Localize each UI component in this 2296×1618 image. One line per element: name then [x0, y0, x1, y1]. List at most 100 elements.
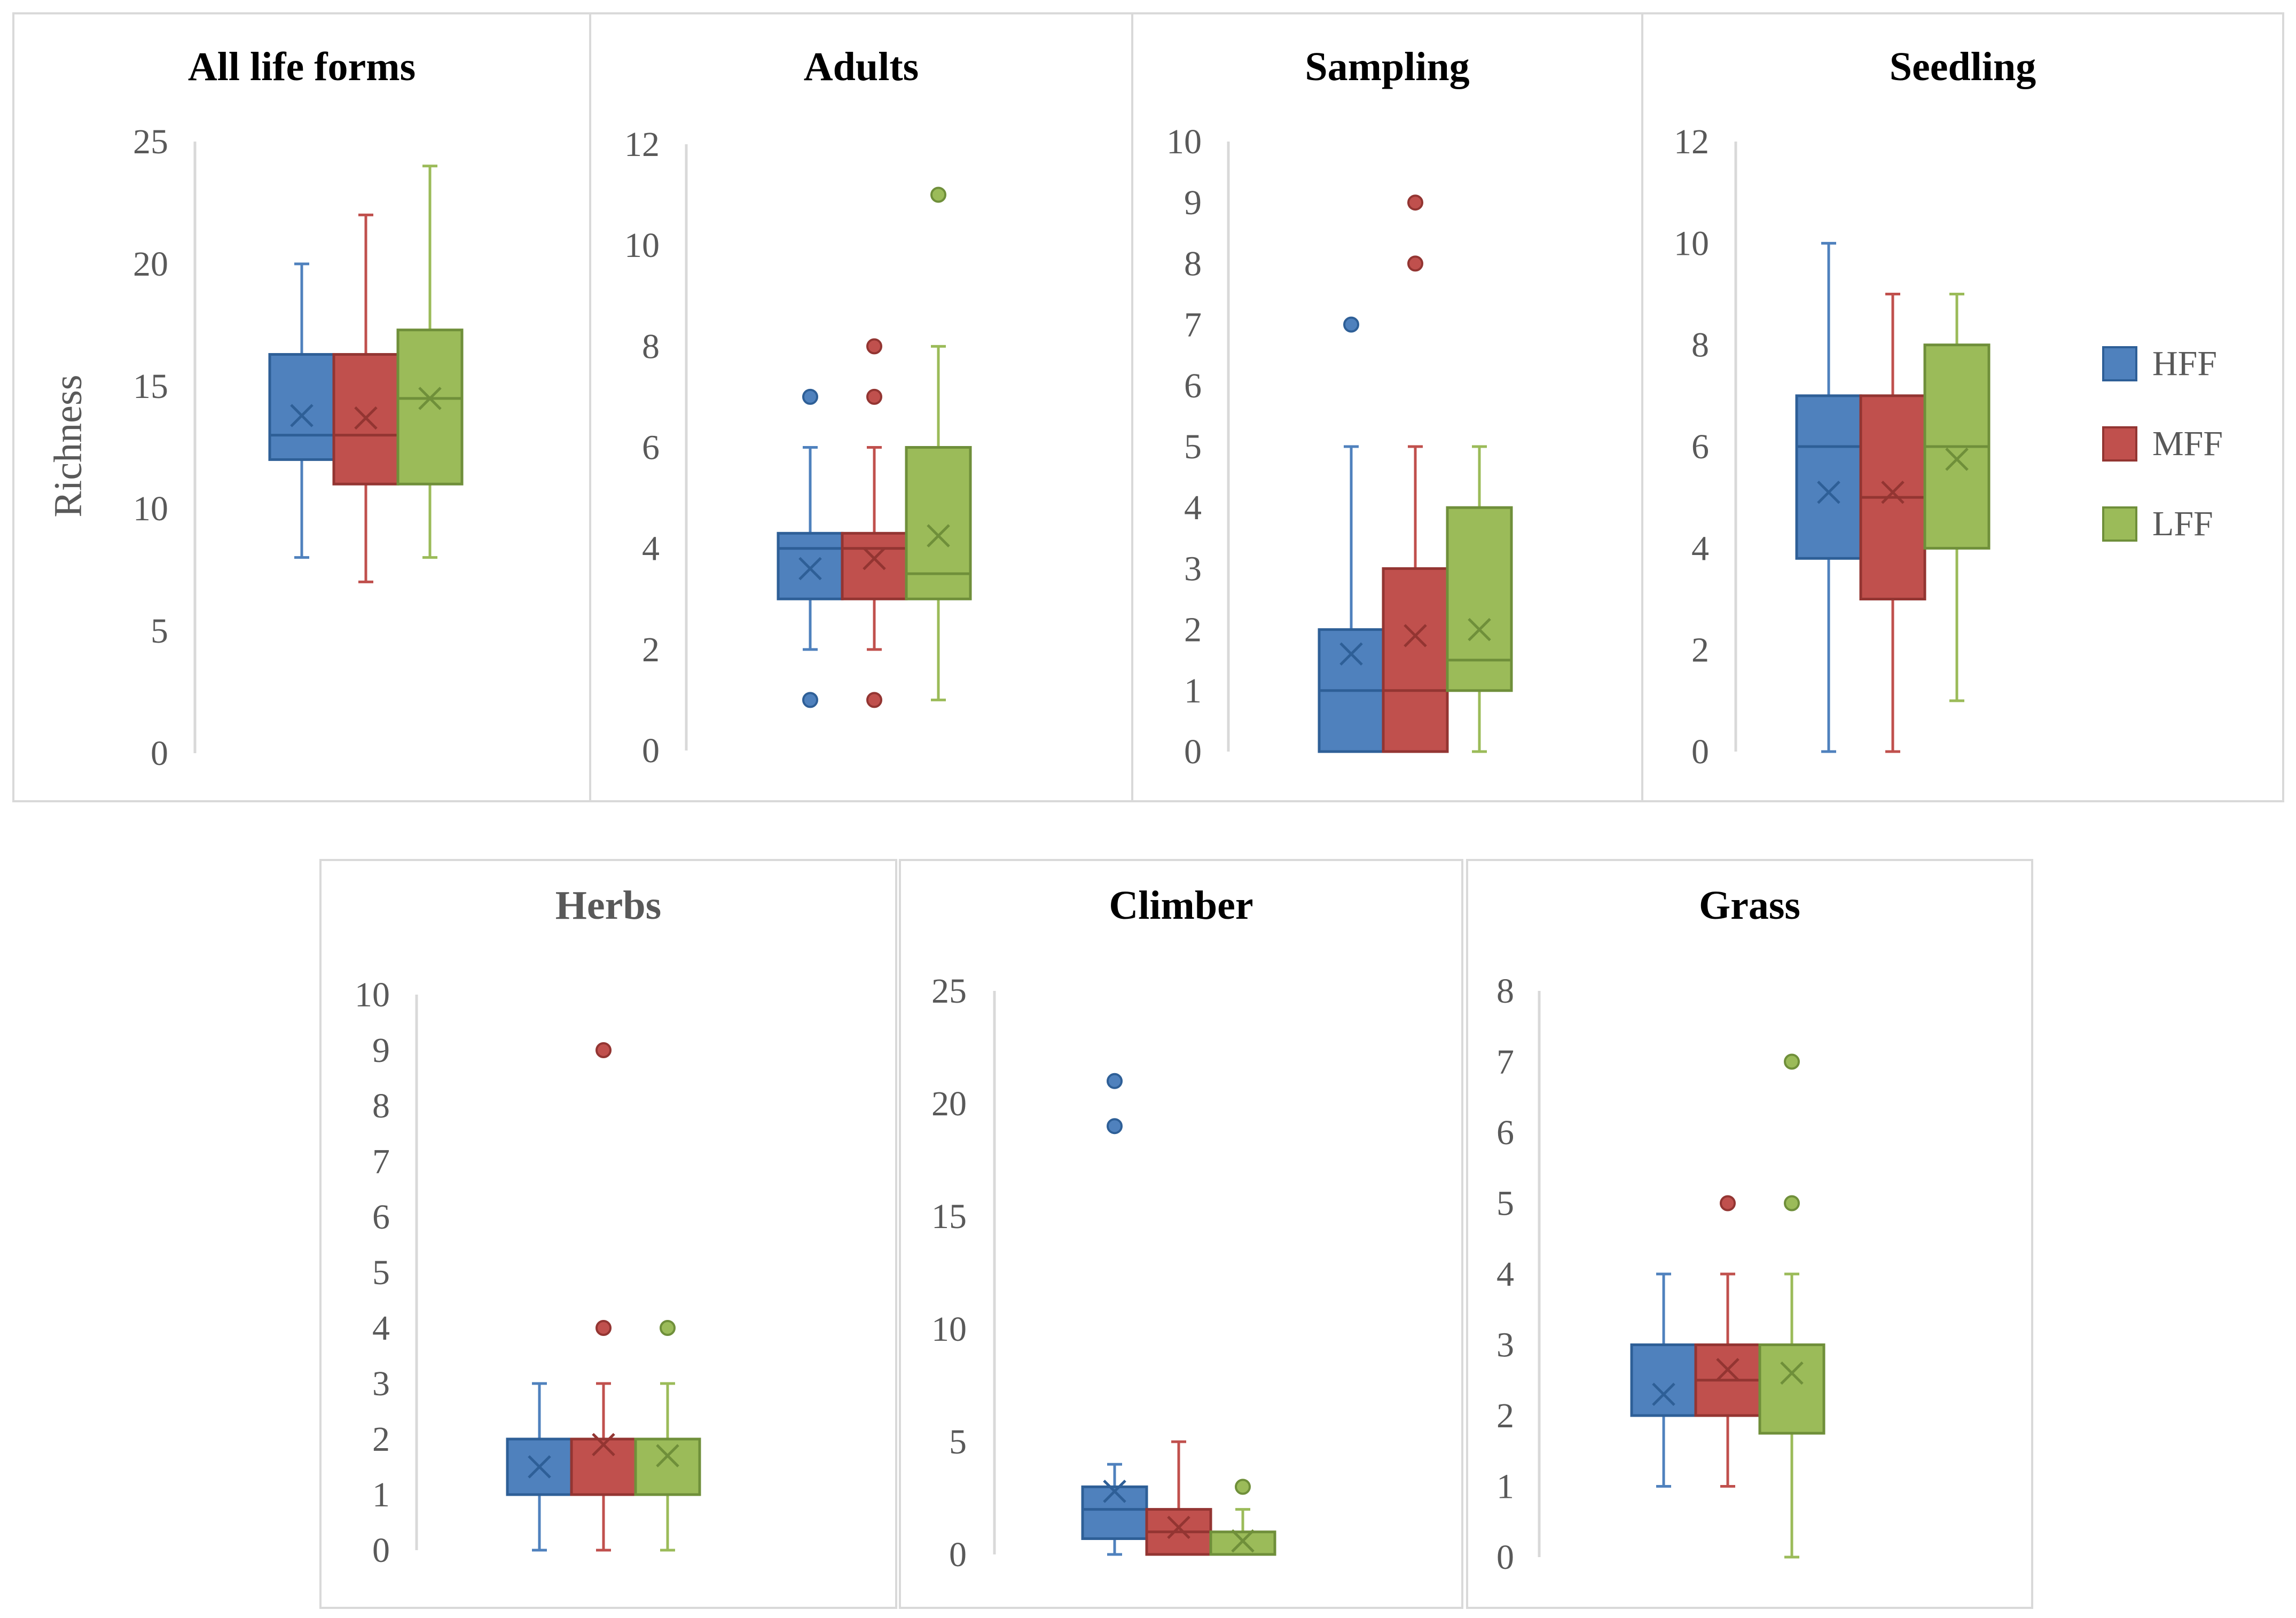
y-tick-label: 20: [133, 245, 168, 284]
box-hff: [1081, 1073, 1148, 1556]
mean-marker: [1881, 480, 1905, 504]
y-tick-label: 3: [1184, 549, 1202, 588]
mean-marker: [798, 557, 822, 581]
chart-title: All life forms: [188, 44, 416, 89]
y-tick-label: 5: [1184, 427, 1202, 466]
chart-title: Adults: [804, 44, 919, 89]
y-tick-label: 8: [1184, 244, 1202, 283]
y-tick-label: 0: [1184, 732, 1202, 771]
y-tick-label: 5: [372, 1253, 390, 1292]
box-lff: [1446, 445, 1513, 753]
iqr-box: [570, 1437, 637, 1496]
y-tick-label: 2: [1184, 611, 1202, 650]
mean-marker: [656, 1444, 679, 1467]
chart-title: Sampling: [1305, 44, 1469, 89]
outlier-point: [1343, 316, 1359, 333]
iqr-box: [1209, 1530, 1276, 1556]
y-tick-label: 8: [1691, 326, 1709, 365]
outlier-point: [1784, 1053, 1800, 1070]
y-tick-label: 9: [1184, 183, 1202, 222]
y-tick-label: 25: [133, 122, 168, 161]
iqr-box: [777, 531, 844, 600]
y-tick-label: 7: [1496, 1043, 1514, 1082]
y-tick-label: 3: [372, 1364, 390, 1403]
legend-swatch: [2102, 426, 2137, 462]
y-tick-label: 8: [372, 1087, 390, 1125]
mean-marker: [1468, 618, 1491, 642]
outlier-point: [1107, 1073, 1123, 1089]
y-tick-label: 12: [1674, 122, 1709, 161]
box-hff: [777, 388, 844, 708]
outlier-point: [1784, 1195, 1800, 1211]
panel-border: [1466, 859, 2033, 1609]
y-tick-label: 5: [151, 612, 168, 651]
iqr-box: [1630, 1343, 1697, 1417]
y-tick-label: 15: [133, 367, 168, 406]
y-tick-label: 25: [931, 972, 967, 1011]
y-tick-label: 12: [624, 125, 660, 164]
mean-marker: [927, 524, 950, 548]
y-tick-label: 20: [931, 1084, 967, 1123]
y-tick-label: 4: [372, 1309, 390, 1348]
box-mff: [1694, 1195, 1761, 1488]
outlier-point: [595, 1042, 612, 1058]
box-lff: [1209, 1479, 1276, 1556]
iqr-box: [1795, 394, 1862, 560]
y-tick-label: 6: [372, 1198, 390, 1237]
y-tick-label: 9: [372, 1031, 390, 1070]
y-tick-label: 10: [624, 226, 660, 265]
y-tick-label: 10: [355, 975, 390, 1014]
box-lff: [396, 165, 464, 559]
chart-panel-climber: Climber 0 5 10 15 20 25: [899, 859, 1463, 1609]
mean-marker: [528, 1455, 551, 1479]
box-lff: [1758, 1053, 1825, 1559]
y-tick-label: 10: [1166, 122, 1202, 161]
outlier-point: [1407, 255, 1423, 272]
box-mff: [1382, 194, 1449, 753]
y-tick-label: 2: [1496, 1396, 1514, 1435]
y-tick-label: 0: [1691, 732, 1709, 771]
chart-title: Grass: [1699, 883, 1800, 928]
y-tick-label: 5: [1496, 1184, 1514, 1223]
mean-marker: [863, 546, 886, 570]
y-axis-title: Richness: [46, 374, 90, 517]
y-tick-label: 10: [931, 1310, 967, 1349]
outlier-point: [866, 692, 882, 708]
outlier-point: [1107, 1118, 1123, 1135]
mean-marker: [592, 1433, 615, 1457]
mean-marker: [1652, 1382, 1675, 1406]
box-mff: [841, 338, 908, 708]
iqr-box: [268, 353, 335, 461]
outlier-point: [802, 692, 818, 708]
chart-panel-all-life-forms: All life forms 0 5 10 15 20 25: [12, 12, 591, 802]
legend-label: HFF: [2152, 344, 2217, 383]
mean-marker: [354, 406, 378, 430]
iqr-box: [332, 353, 399, 486]
iqr-box: [396, 329, 464, 486]
outlier-point: [1407, 194, 1423, 211]
panel-border: [899, 859, 1463, 1609]
legend: HFF MFF LFF: [2102, 344, 2223, 543]
y-tick-label: 1: [372, 1475, 390, 1514]
y-tick-label: 5: [949, 1422, 967, 1461]
box-hff: [1318, 316, 1385, 753]
legend-item-lff: LFF: [2102, 504, 2213, 543]
y-tick-label: 10: [133, 489, 168, 528]
chart-panel-sampling: Sampling 0 1 2 3 4 5 6 7 8 9 10: [1131, 12, 1643, 802]
iqr-box: [1081, 1485, 1148, 1540]
y-tick-label: 6: [1184, 366, 1202, 405]
outlier-point: [930, 186, 946, 203]
iqr-box: [841, 531, 908, 600]
y-tick-label: 0: [151, 734, 168, 773]
y-tick-label: 4: [1691, 529, 1709, 568]
y-tick-label: 1: [1496, 1467, 1514, 1506]
chart-title: Seedling: [1890, 44, 2036, 89]
chart-title: Climber: [1109, 883, 1253, 928]
y-tick-label: 7: [372, 1142, 390, 1181]
box-hff: [1795, 241, 1862, 753]
outlier-point: [866, 338, 882, 355]
box-mff: [570, 1042, 637, 1552]
y-tick-label: 4: [1496, 1255, 1514, 1294]
y-tick-label: 3: [1496, 1326, 1514, 1365]
